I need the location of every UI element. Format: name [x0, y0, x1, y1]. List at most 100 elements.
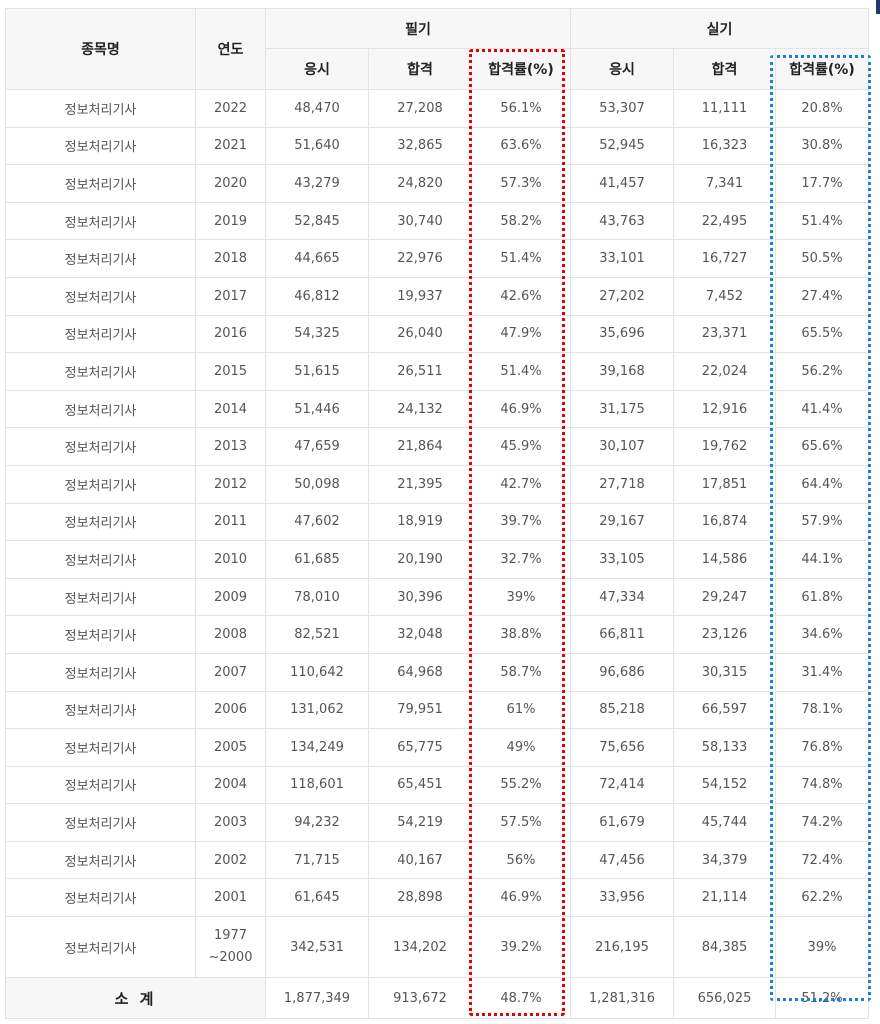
- cell-written-passed: 22,976: [368, 239, 472, 278]
- table-row: 정보처리기사 2016 54,325 26,040 47.9% 35,696 23,371 6…: [5, 314, 869, 354]
- cell-practical-rate: 65.5%: [775, 314, 869, 354]
- cell-written-applicants: 47,602: [265, 502, 369, 542]
- cell-written-passed: 18,919: [368, 502, 472, 542]
- cell-practical-applicants: 39,168: [570, 352, 674, 391]
- cell-practical-rate: 74.2%: [775, 803, 869, 842]
- cell-written-passed: 134,202: [368, 916, 472, 979]
- cell-practical-rate: 44.1%: [775, 540, 869, 579]
- total-written-applicants: 1,877,349: [265, 977, 369, 1020]
- cell-name: 정보처리기사: [5, 314, 196, 354]
- total-practical-rate: 51.2%: [775, 977, 869, 1020]
- cell-written-passed: 21,864: [368, 427, 472, 466]
- table-row: 정보처리기사 2013 47,659 21,864 45.9% 30,107 19,762 6…: [5, 427, 869, 466]
- cell-practical-passed: 16,323: [673, 126, 776, 166]
- cell-practical-passed: 22,495: [673, 201, 776, 241]
- cell-year: 2003: [195, 803, 266, 842]
- cell-practical-applicants: 66,811: [570, 615, 674, 654]
- cell-practical-passed: 23,371: [673, 314, 776, 354]
- cell-year: 2013: [195, 427, 266, 466]
- cell-practical-passed: 29,247: [673, 577, 776, 617]
- cell-year: 2021: [195, 126, 266, 166]
- cell-practical-rate: 74.8%: [775, 765, 869, 805]
- cell-written-rate: 39.2%: [471, 916, 571, 979]
- cell-written-passed: 32,865: [368, 126, 472, 166]
- cell-written-applicants: 134,249: [265, 728, 369, 767]
- cell-practical-passed: 19,762: [673, 427, 776, 466]
- cell-practical-applicants: 53,307: [570, 89, 674, 128]
- cell-written-rate: 55.2%: [471, 765, 571, 805]
- cell-practical-passed: 58,133: [673, 728, 776, 767]
- cell-written-rate: 39.7%: [471, 502, 571, 542]
- cell-name: 정보처리기사: [5, 276, 196, 316]
- table-row: 정보처리기사 2020 43,279 24,820 57.3% 41,457 7,341 17…: [5, 164, 869, 203]
- cell-name: 정보처리기사: [5, 201, 196, 241]
- cell-written-passed: 64,968: [368, 652, 472, 692]
- cell-written-passed: 20,190: [368, 540, 472, 579]
- cell-practical-applicants: 216,195: [570, 916, 674, 979]
- cell-name: 정보처리기사: [5, 540, 196, 579]
- cell-written-passed: 65,775: [368, 728, 472, 767]
- cell-practical-applicants: 47,334: [570, 577, 674, 617]
- cell-name: 정보처리기사: [5, 803, 196, 842]
- cell-practical-applicants: 27,718: [570, 464, 674, 504]
- table-row: 정보처리기사 2001 61,645 28,898 46.9% 33,956 21,114 6…: [5, 878, 869, 918]
- cell-name: 정보처리기사: [5, 164, 196, 203]
- cell-written-applicants: 82,521: [265, 615, 369, 654]
- cell-written-passed: 21,395: [368, 464, 472, 504]
- cell-practical-applicants: 33,956: [570, 878, 674, 918]
- header-practical-applicants: 응시: [570, 48, 674, 90]
- exam-stats-table: 종목명 연도 필기 실기 응시 합격 합격률(%) 응시 합격 합격률(%) 정…: [5, 8, 869, 1020]
- table-row: 정보처리기사 2010 61,685 20,190 32.7% 33,105 14,586 4…: [5, 540, 869, 579]
- cell-written-applicants: 342,531: [265, 916, 369, 979]
- cell-year: 1977 ~2000: [195, 916, 266, 979]
- cell-written-applicants: 131,062: [265, 690, 369, 730]
- cell-written-applicants: 51,640: [265, 126, 369, 166]
- cell-year: 2016: [195, 314, 266, 354]
- table-row: 정보처리기사 2012 50,098 21,395 42.7% 27,718 17,851 6…: [5, 464, 869, 504]
- cell-written-applicants: 51,615: [265, 352, 369, 391]
- header-written-rate: 합격률(%): [471, 48, 571, 90]
- cell-written-rate: 32.7%: [471, 540, 571, 579]
- header-practical-rate: 합격률(%): [775, 48, 869, 90]
- cell-year: 2020: [195, 164, 266, 203]
- cell-written-passed: 79,951: [368, 690, 472, 730]
- header-written-passed: 합격: [368, 48, 472, 90]
- edge-marker: [876, 0, 880, 14]
- cell-practical-passed: 84,385: [673, 916, 776, 979]
- cell-year: 2010: [195, 540, 266, 579]
- cell-practical-applicants: 33,101: [570, 239, 674, 278]
- total-written-rate: 48.7%: [471, 977, 571, 1020]
- cell-written-rate: 49%: [471, 728, 571, 767]
- cell-written-applicants: 78,010: [265, 577, 369, 617]
- cell-written-rate: 42.7%: [471, 464, 571, 504]
- cell-year: 2012: [195, 464, 266, 504]
- cell-practical-rate: 65.6%: [775, 427, 869, 466]
- total-row: 소 계 1,877,349 913,672 48.7% 1,281,316 65…: [5, 977, 869, 1020]
- table-row: 정보처리기사 2011 47,602 18,919 39.7% 29,167 16,874 5…: [5, 502, 869, 542]
- cell-written-rate: 45.9%: [471, 427, 571, 466]
- cell-name: 정보처리기사: [5, 765, 196, 805]
- table-row: 정보처리기사 2019 52,845 30,740 58.2% 43,763 22,495 5…: [5, 201, 869, 241]
- cell-practical-passed: 23,126: [673, 615, 776, 654]
- cell-written-passed: 32,048: [368, 615, 472, 654]
- cell-written-passed: 19,937: [368, 276, 472, 316]
- cell-practical-rate: 20.8%: [775, 89, 869, 128]
- cell-written-applicants: 110,642: [265, 652, 369, 692]
- table-row: 정보처리기사 2008 82,521 32,048 38.8% 66,811 23,126 3…: [5, 615, 869, 654]
- cell-written-applicants: 71,715: [265, 840, 369, 880]
- cell-practical-applicants: 61,679: [570, 803, 674, 842]
- cell-practical-passed: 54,152: [673, 765, 776, 805]
- cell-written-passed: 40,167: [368, 840, 472, 880]
- cell-written-applicants: 52,845: [265, 201, 369, 241]
- table-row: 정보처리기사 2002 71,715 40,167 56% 47,456 34,379 72.…: [5, 840, 869, 880]
- cell-written-applicants: 94,232: [265, 803, 369, 842]
- cell-written-applicants: 51,446: [265, 389, 369, 429]
- cell-written-rate: 56%: [471, 840, 571, 880]
- cell-year: 2022: [195, 89, 266, 128]
- cell-written-rate: 38.8%: [471, 615, 571, 654]
- cell-year: 2001: [195, 878, 266, 918]
- cell-year: 2017: [195, 276, 266, 316]
- cell-name: 정보처리기사: [5, 389, 196, 429]
- cell-practical-rate: 56.2%: [775, 352, 869, 391]
- cell-written-rate: 56.1%: [471, 89, 571, 128]
